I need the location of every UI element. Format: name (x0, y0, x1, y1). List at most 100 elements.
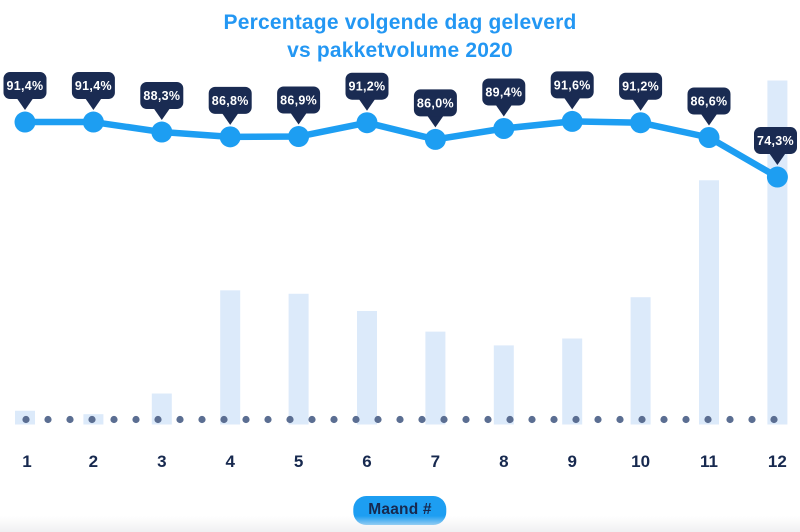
callout-tail (222, 113, 239, 125)
callout-tail (495, 104, 512, 117)
callout-label: 91,2% (349, 80, 386, 94)
value-callout (619, 72, 663, 100)
baseline-dot (242, 415, 250, 424)
baseline-dot (572, 415, 580, 424)
callout-tail (427, 115, 444, 128)
volume-bar (220, 290, 241, 425)
baseline-dot (704, 415, 712, 424)
callout-label: 88,3% (143, 89, 180, 103)
x-axis-label: 6 (362, 452, 372, 471)
callout-label: 91,4% (7, 79, 44, 93)
x-axis-label: 10 (631, 452, 651, 471)
callout-label: 89,4% (485, 85, 522, 99)
callout-tail (290, 113, 307, 125)
baseline-dot (770, 415, 778, 424)
value-callout (277, 86, 321, 114)
value-callout (482, 78, 526, 106)
data-point-marker (698, 126, 720, 148)
data-point-marker (493, 117, 515, 139)
volume-bar (562, 338, 583, 425)
chart-title-line1: Percentage volgende dag geleverd (223, 11, 577, 34)
callout-tail (153, 108, 170, 121)
callout-label: 91,4% (75, 79, 112, 93)
data-point-marker (151, 121, 173, 143)
baseline-dot (330, 415, 338, 424)
volume-bar (767, 80, 788, 425)
callout-label: 91,2% (622, 80, 659, 94)
volume-bar (699, 180, 719, 425)
x-axis-label: 12 (767, 452, 787, 471)
baseline-dot (660, 415, 668, 424)
data-point-marker (561, 110, 583, 132)
data-point-marker (356, 112, 378, 134)
callout-tail (769, 153, 786, 166)
x-axis-label: 8 (499, 452, 509, 471)
baseline-dot (154, 415, 162, 424)
value-callout (140, 82, 184, 110)
baseline-dot (44, 415, 52, 424)
baseline-dot (374, 415, 382, 424)
data-point-marker (288, 126, 310, 148)
baseline-dot (616, 415, 624, 424)
value-callout (687, 87, 731, 115)
baseline-dot (528, 415, 536, 424)
volume-bar (630, 297, 651, 425)
value-callout (208, 86, 252, 114)
x-axis-label: 1 (22, 452, 32, 471)
x-axis-label: 2 (88, 452, 99, 471)
baseline-dot (594, 415, 602, 424)
x-axis-label: 5 (293, 452, 304, 471)
data-point-marker (766, 166, 788, 188)
trend-line (21, 118, 781, 181)
x-axis-title-badge: Maand # (353, 496, 447, 525)
baseline-dot (682, 415, 690, 424)
baseline-dot (440, 415, 448, 424)
baseline-dot (638, 415, 646, 424)
baseline-dot (462, 415, 470, 424)
chart-title: Percentage volgende dag geleverd vs pakk… (0, 9, 800, 65)
x-axis-label: 9 (567, 452, 577, 471)
baseline-dot (66, 415, 74, 424)
volume-bar (288, 293, 309, 425)
value-callout (413, 89, 457, 117)
baseline-dot (264, 415, 272, 424)
baseline-dot (550, 415, 558, 424)
callout-tail (17, 98, 33, 111)
baseline-dot (220, 415, 228, 424)
callout-label: 91,6% (554, 78, 591, 92)
data-point-marker (630, 112, 652, 134)
callout-tail (632, 99, 649, 111)
value-callout (71, 72, 115, 100)
data-point-marker (14, 111, 36, 133)
value-callout (550, 71, 594, 99)
value-callout (754, 127, 797, 155)
data-point-marker (219, 126, 241, 148)
callout-tail (701, 113, 717, 126)
baseline-dot (352, 415, 360, 424)
value-callout (345, 72, 389, 100)
baseline-dot (506, 415, 514, 424)
data-point-marker (82, 111, 104, 133)
baseline-dot (132, 415, 140, 424)
baseline-dot (286, 415, 294, 424)
baseline-dot (88, 415, 96, 424)
baseline-dot (484, 415, 492, 424)
callout-label: 86,8% (212, 94, 249, 108)
callout-label: 86,6% (691, 94, 728, 108)
callout-label: 74,3% (757, 134, 794, 148)
chart-title-line2: vs pakketvolume 2020 (287, 39, 513, 62)
x-axis-label: 4 (225, 452, 235, 471)
baseline-dot (308, 415, 316, 424)
baseline-dot (110, 415, 118, 424)
x-axis-labels: 1 2 3 4 5 6 7 8 9 10 11 12 (0, 452, 800, 476)
value-callout (3, 72, 47, 100)
callout-tail (359, 99, 375, 111)
callout-label: 86,9% (280, 94, 317, 108)
callout-label: 86,0% (417, 96, 454, 110)
volume-bar (425, 331, 446, 425)
baseline-dot (176, 415, 184, 424)
x-axis-label: 3 (157, 452, 167, 471)
callout-tail (564, 97, 581, 110)
